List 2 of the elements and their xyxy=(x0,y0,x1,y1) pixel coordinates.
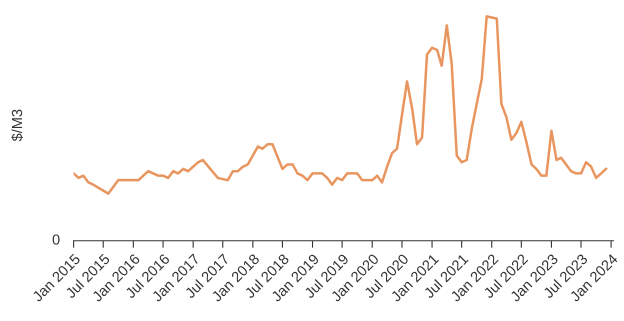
text: 0 xyxy=(52,234,60,245)
y-axis-title: $/M3 xyxy=(11,110,24,142)
